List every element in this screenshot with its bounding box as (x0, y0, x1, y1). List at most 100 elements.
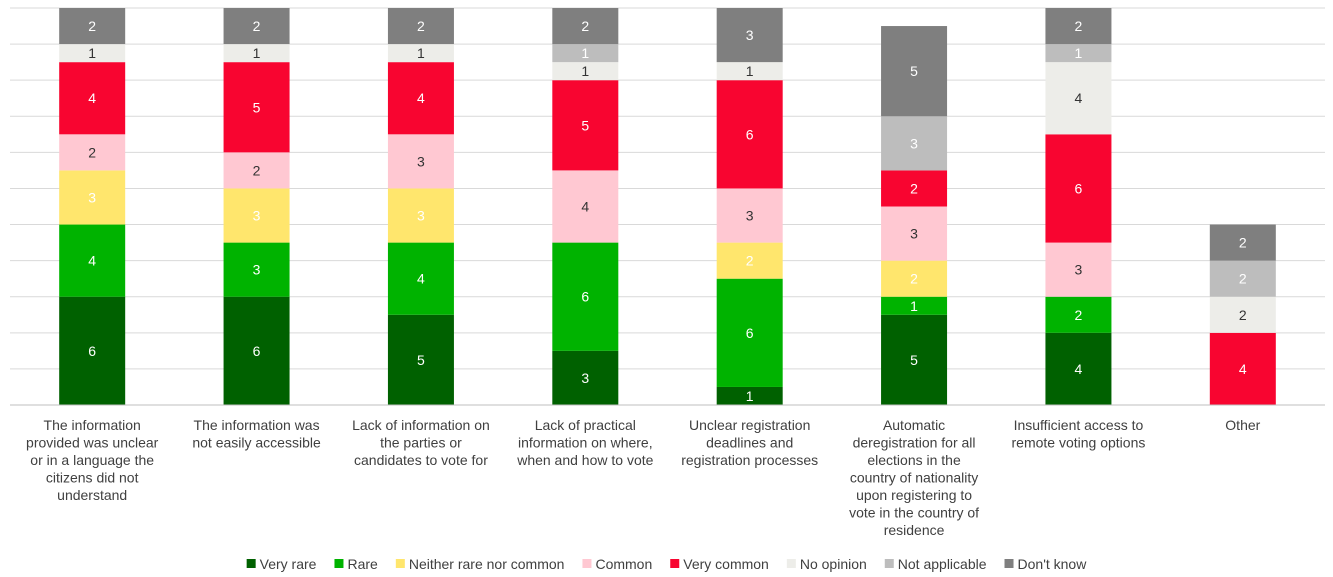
bar-segment (387, 134, 454, 189)
bar-segment (387, 188, 454, 243)
bars: 6 4 3 2 4 1 2 6 3 3 2 5 1 2 5 4 3 3 4 1 2 3 6 4 5 1 1 2 1 6 2 3 6 1 3 5 1 2 3 2… (59, 8, 1276, 405)
bar-segment (387, 8, 454, 45)
data-label: 4 (1239, 361, 1247, 377)
legend-swatch (670, 559, 680, 568)
legend-label: Don't know (1018, 556, 1088, 572)
x-tick-label: The information was not easily accessible (192, 417, 321, 451)
bar-segment (1045, 296, 1112, 333)
data-label: 3 (746, 27, 754, 43)
data-label: 2 (1239, 235, 1247, 251)
data-label: 6 (1075, 180, 1083, 196)
bar-segment (59, 170, 126, 225)
bar-segment (387, 242, 454, 315)
data-label: 3 (746, 208, 754, 224)
data-label: 6 (253, 343, 261, 359)
bar-segment (59, 224, 126, 297)
bar-segment (387, 314, 454, 405)
bar-segment (59, 296, 126, 405)
bar-segment (1045, 134, 1112, 243)
bar-segment (1209, 332, 1276, 405)
bar-segment (387, 62, 454, 135)
legend-swatch (395, 559, 405, 568)
bar-segment (881, 170, 948, 207)
legend-label: Neither rare nor common (409, 556, 565, 572)
bar-segment (881, 314, 948, 405)
data-label: 3 (910, 135, 918, 151)
bar-segment (1209, 296, 1276, 333)
data-label: 2 (253, 162, 261, 178)
data-label: 1 (910, 298, 918, 314)
bar-segment (552, 8, 619, 45)
data-label: 4 (417, 90, 425, 106)
x-tick-label: Lack of practical information on where, wh… (516, 417, 653, 468)
data-label: 3 (417, 153, 425, 169)
data-label: 4 (1075, 90, 1083, 106)
bar-segment (552, 350, 619, 405)
bar-segment (1209, 260, 1276, 297)
legend-swatch (582, 559, 592, 568)
data-label: 5 (910, 63, 918, 79)
bar-segment (223, 188, 290, 243)
x-tick-label: Insufficient access to remote voting opti… (1012, 417, 1146, 451)
bar-segment (223, 152, 290, 189)
data-label: 2 (88, 144, 96, 160)
data-label: 2 (746, 253, 754, 269)
legend-label: Rare (347, 556, 378, 572)
bar-segment (223, 296, 290, 405)
data-label: 3 (253, 208, 261, 224)
bar-segment (1045, 62, 1112, 135)
bar-segment (59, 134, 126, 171)
bar-segment (387, 44, 454, 63)
bar-segment (552, 242, 619, 351)
gridlines (10, 7, 1325, 370)
data-label: 3 (1075, 262, 1083, 278)
data-label: 2 (1075, 18, 1083, 34)
data-label: 6 (746, 325, 754, 341)
legend-swatch (246, 559, 256, 568)
data-label: 4 (88, 253, 96, 269)
bar-segment (223, 62, 290, 153)
data-label: 3 (417, 208, 425, 224)
bar-segment (59, 8, 126, 45)
bar-segment (223, 44, 290, 63)
data-label: 1 (253, 45, 261, 61)
data-label: 2 (1239, 271, 1247, 287)
bar-segment (552, 62, 619, 81)
data-label: 6 (88, 343, 96, 359)
bar-segment (716, 80, 783, 189)
data-label: 5 (253, 99, 261, 115)
bar-segment (223, 242, 290, 297)
bar-segment (552, 170, 619, 243)
data-label: 2 (1239, 307, 1247, 323)
x-tick-label: Other (1225, 417, 1260, 433)
data-label: 1 (417, 45, 425, 61)
legend-label: No opinion (800, 556, 867, 572)
data-label: 1 (746, 63, 754, 79)
data-label: 1 (746, 388, 754, 404)
data-label: 5 (910, 352, 918, 368)
bar-segment (716, 8, 783, 63)
legend-swatch (884, 559, 894, 568)
data-label: 3 (581, 370, 589, 386)
bar-segment (552, 44, 619, 63)
bar-segment (881, 116, 948, 171)
bar-segment (59, 62, 126, 135)
bar-segment (552, 80, 619, 171)
data-label: 4 (581, 199, 589, 215)
data-label: 3 (253, 262, 261, 278)
x-tick-label: Automatic deregistration for all elections… (849, 417, 979, 538)
legend-swatch (1004, 559, 1014, 568)
bar-segment (881, 296, 948, 315)
bar-segment (881, 260, 948, 297)
data-label: 2 (910, 180, 918, 196)
data-label: 6 (581, 289, 589, 305)
bar-segment (716, 242, 783, 279)
data-label: 4 (1075, 361, 1083, 377)
bar-segment (881, 26, 948, 117)
legend-swatch (334, 559, 344, 568)
x-tick-label: Lack of information on the parties or cand… (352, 417, 490, 468)
legend-label: Not applicable (898, 556, 987, 572)
data-label: 4 (88, 90, 96, 106)
legend: Very rare Rare Neither rare nor common Comm… (246, 556, 1088, 572)
